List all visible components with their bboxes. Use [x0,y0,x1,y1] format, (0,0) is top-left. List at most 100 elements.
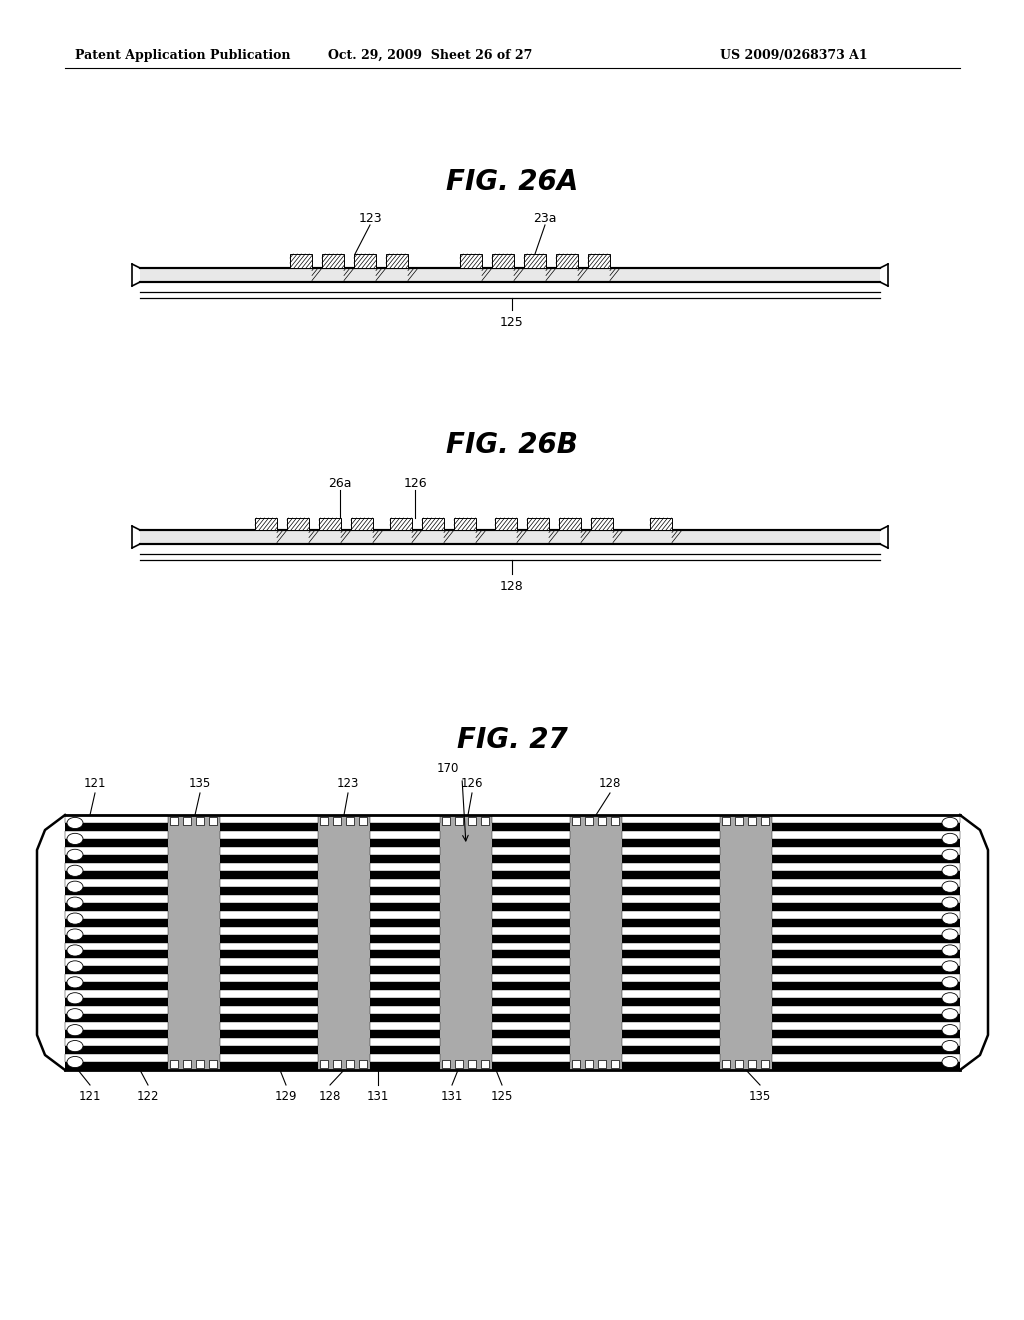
Polygon shape [183,817,191,825]
Polygon shape [65,966,168,974]
Polygon shape [65,927,168,935]
Polygon shape [492,895,570,903]
Polygon shape [772,814,961,822]
Polygon shape [370,1045,440,1055]
Polygon shape [196,817,204,825]
Polygon shape [220,1022,318,1030]
Polygon shape [442,817,450,825]
Polygon shape [622,1022,720,1030]
Polygon shape [220,879,318,887]
Polygon shape [370,822,440,830]
Polygon shape [622,830,720,840]
Polygon shape [209,817,217,825]
Polygon shape [468,1060,476,1068]
Polygon shape [220,903,318,911]
Polygon shape [622,935,720,942]
Polygon shape [209,1060,217,1068]
Polygon shape [492,974,570,982]
Polygon shape [220,830,318,840]
Polygon shape [370,871,440,879]
Polygon shape [492,253,514,268]
Polygon shape [622,871,720,879]
Polygon shape [622,814,720,822]
Text: FIG. 26B: FIG. 26B [446,432,578,459]
Polygon shape [370,855,440,863]
Polygon shape [65,919,168,927]
Ellipse shape [67,849,83,861]
Text: 126: 126 [403,477,427,490]
Text: 128: 128 [500,579,524,593]
Polygon shape [220,895,318,903]
Polygon shape [772,1055,961,1063]
Ellipse shape [67,1040,83,1052]
Polygon shape [492,871,570,879]
Text: 170: 170 [437,762,459,775]
Ellipse shape [942,993,958,1003]
Polygon shape [255,517,278,531]
Polygon shape [454,517,476,531]
Polygon shape [220,911,318,919]
Polygon shape [735,817,743,825]
Polygon shape [772,1030,961,1038]
Polygon shape [370,903,440,911]
Polygon shape [492,814,570,822]
Text: 123: 123 [337,777,359,789]
Polygon shape [772,903,961,911]
Polygon shape [65,903,168,911]
Polygon shape [492,1045,570,1055]
Polygon shape [492,998,570,1006]
Text: US 2009/0268373 A1: US 2009/0268373 A1 [720,49,867,62]
Ellipse shape [67,993,83,1003]
Polygon shape [322,253,344,268]
Polygon shape [492,942,570,950]
Polygon shape [622,1063,720,1071]
Text: 123: 123 [358,213,382,224]
Polygon shape [220,840,318,847]
Polygon shape [370,911,440,919]
Polygon shape [346,1060,354,1068]
Polygon shape [772,840,961,847]
Polygon shape [527,517,549,531]
Ellipse shape [942,1040,958,1052]
Polygon shape [772,919,961,927]
Polygon shape [481,817,489,825]
Polygon shape [772,1022,961,1030]
Polygon shape [622,847,720,855]
Polygon shape [370,958,440,966]
Polygon shape [370,814,440,822]
Polygon shape [140,531,880,544]
Polygon shape [492,830,570,840]
Polygon shape [220,942,318,950]
Polygon shape [772,822,961,830]
Polygon shape [772,982,961,990]
Polygon shape [220,958,318,966]
Polygon shape [370,990,440,998]
Polygon shape [359,817,367,825]
Polygon shape [196,1060,204,1068]
Text: 121: 121 [79,1090,101,1104]
Ellipse shape [67,977,83,987]
Polygon shape [370,935,440,942]
Polygon shape [319,1060,328,1068]
Polygon shape [354,253,376,268]
Ellipse shape [942,913,958,924]
Polygon shape [422,517,444,531]
Polygon shape [772,927,961,935]
Polygon shape [772,1045,961,1055]
Polygon shape [735,1060,743,1068]
Polygon shape [772,966,961,974]
Text: 23a: 23a [534,213,557,224]
Polygon shape [65,840,168,847]
Polygon shape [65,830,168,840]
Polygon shape [492,1022,570,1030]
Polygon shape [183,1060,191,1068]
Polygon shape [622,1055,720,1063]
Polygon shape [333,1060,341,1068]
Polygon shape [65,990,168,998]
Polygon shape [492,966,570,974]
Polygon shape [622,1030,720,1038]
Polygon shape [492,1055,570,1063]
Polygon shape [65,847,168,855]
Polygon shape [585,1060,593,1068]
Polygon shape [370,966,440,974]
